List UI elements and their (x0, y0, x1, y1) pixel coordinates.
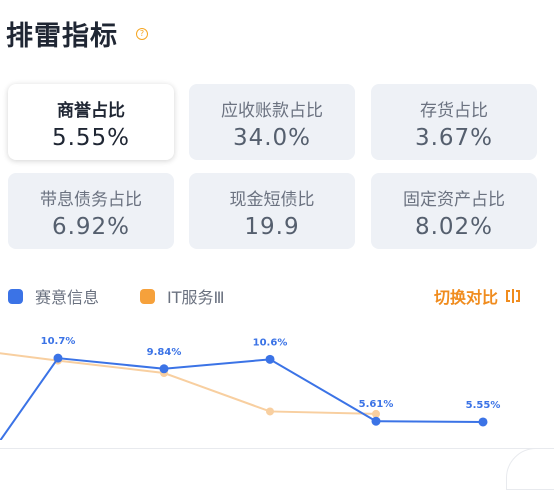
series-line (0, 357, 484, 440)
legend-item-industry[interactable]: IT服务Ⅲ (140, 284, 225, 308)
data-label: 9.84% (147, 347, 182, 358)
toggle-compare-button[interactable]: 切换对比 (434, 284, 520, 308)
switch-icon (506, 289, 520, 303)
metric-card-cash-debt[interactable]: 现金短债比 19.9 (189, 173, 355, 249)
bottom-panel-corner (506, 448, 554, 490)
page-title: 排雷指标 (6, 21, 118, 52)
legend-swatch-industry (140, 288, 155, 304)
metric-label: 存货占比 (420, 101, 488, 121)
company-point (371, 416, 381, 426)
metric-label: 现金短债比 (229, 190, 315, 210)
metric-card-inventory[interactable]: 存货占比 3.67% (371, 84, 537, 160)
metric-value: 5.55% (51, 125, 131, 151)
metric-label: 商誉占比 (57, 101, 125, 121)
metric-label: 应收账款占比 (221, 101, 323, 121)
metric-value: 34.0% (232, 125, 312, 151)
metric-card-receivables[interactable]: 应收账款占比 34.0% (189, 84, 355, 160)
toggle-label: 切换对比 (433, 288, 498, 307)
metric-label: 固定资产占比 (403, 190, 505, 210)
data-label: 10.6% (253, 337, 288, 348)
company-point (159, 364, 169, 374)
legend-swatch-company (8, 288, 23, 304)
metric-value: 8.02% (414, 214, 494, 240)
industry-point (266, 407, 274, 416)
industry-point (372, 409, 380, 418)
data-label: 5.55% (466, 400, 501, 411)
trend-chart: 10.7% 9.84% 10.6% 5.61% 5.55% (0, 336, 501, 440)
legend-label: IT服务Ⅲ (167, 288, 225, 307)
company-point (53, 353, 63, 363)
data-label: 5.61% (359, 399, 394, 410)
metric-value: 6.92% (51, 214, 131, 240)
metric-card-fixed-assets[interactable]: 固定资产占比 8.02% (371, 173, 537, 249)
metric-value: 3.67% (414, 125, 494, 151)
metric-card-interest-debt[interactable]: 带息债务占比 6.92% (8, 173, 174, 249)
metric-card-goodwill[interactable]: 商誉占比 5.55% (8, 84, 174, 160)
company-point (265, 354, 275, 364)
divider (0, 448, 554, 449)
legend-label: 赛意信息 (35, 288, 100, 307)
metric-label: 带息债务占比 (40, 190, 142, 210)
company-point (478, 417, 488, 427)
legend-item-company[interactable]: 赛意信息 (8, 284, 99, 308)
data-label: 10.7% (41, 336, 76, 347)
help-icon[interactable]: ? (136, 28, 148, 40)
metric-value: 19.9 (244, 214, 300, 240)
